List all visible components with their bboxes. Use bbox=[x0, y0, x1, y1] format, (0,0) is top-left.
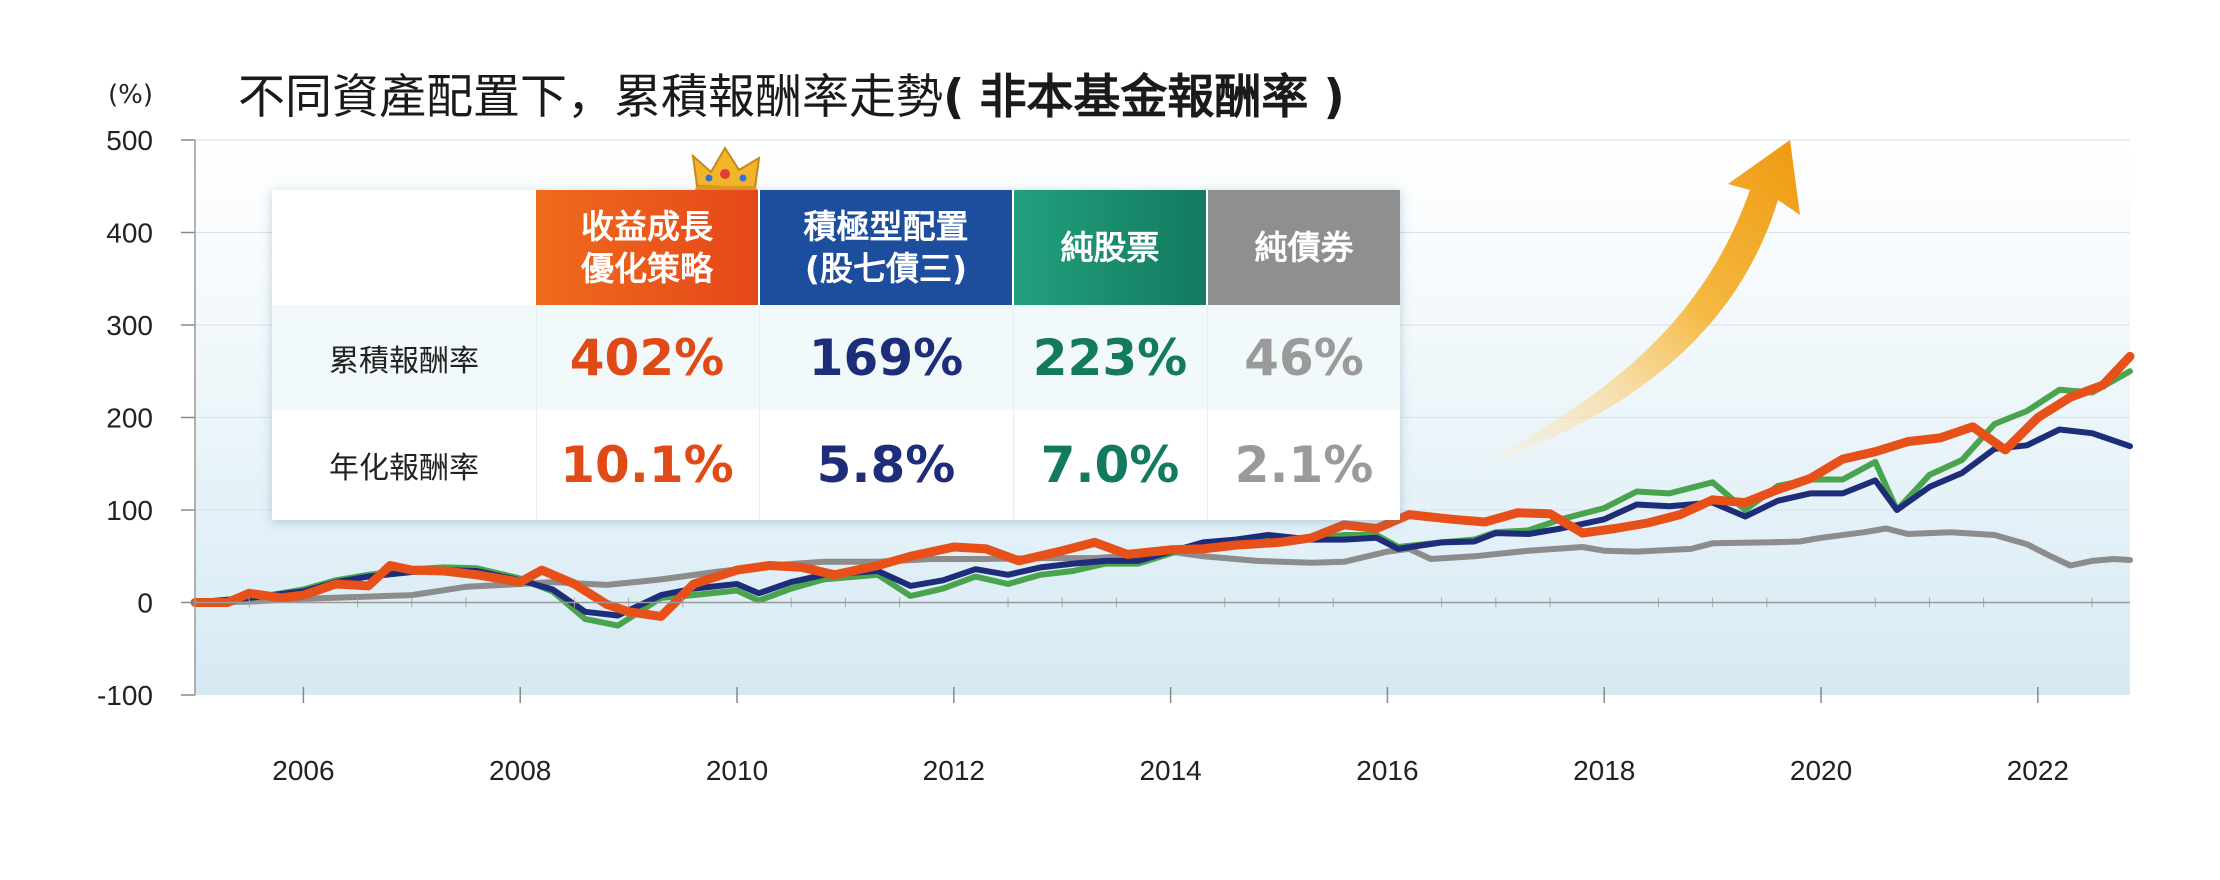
axes: 500 400 300 200 100 0 -100 2006 2008 2010 2012 2014… bbox=[97, 125, 2130, 786]
y-tick-label: 300 bbox=[106, 310, 153, 341]
x-tick-label: 2022 bbox=[2007, 755, 2069, 786]
series-lines bbox=[190, 351, 2135, 629]
value-annualized-bond: 2.1% bbox=[1234, 436, 1374, 494]
chart-title: 不同資產配置下，累積報酬率走勢( 非本基金報酬率 ) bbox=[238, 58, 1345, 127]
y-tick-label: -100 bbox=[97, 680, 153, 711]
value-annualized-income-growth: 10.1% bbox=[560, 436, 734, 494]
table-row-band-1 bbox=[272, 305, 1400, 410]
table-row-band-2 bbox=[272, 410, 1400, 520]
table-header-pure-bond: 純債券 bbox=[1208, 190, 1400, 305]
returns-summary-table: 收益成長 優化策略 積極型配置 (股七債三) 純股票 純債券 累積報酬率 年化報… bbox=[272, 190, 1400, 520]
x-tick-label: 2016 bbox=[1356, 755, 1418, 786]
y-tick-label: 500 bbox=[106, 125, 153, 156]
value-cumulative-equity: 223% bbox=[1032, 328, 1188, 387]
table-divider bbox=[759, 305, 760, 520]
x-tick-label: 2014 bbox=[1139, 755, 1201, 786]
value-cumulative-aggressive: 169% bbox=[808, 328, 964, 387]
x-tick-label: 2018 bbox=[1573, 755, 1635, 786]
x-tick-label: 2010 bbox=[706, 755, 768, 786]
table-header-aggressive-allocation: 積極型配置 (股七債三) bbox=[760, 190, 1012, 305]
growth-arrow bbox=[1470, 140, 1800, 470]
y-axis-unit: (%) bbox=[108, 80, 153, 110]
table-divider bbox=[536, 305, 537, 520]
row-label-annualized-return: 年化報酬率 bbox=[329, 451, 479, 486]
table-header-income-growth: 收益成長 優化策略 bbox=[536, 190, 758, 305]
x-tick-label: 2006 bbox=[272, 755, 334, 786]
x-tick-label: 2008 bbox=[489, 755, 551, 786]
x-tick-label: 2012 bbox=[923, 755, 985, 786]
y-tick-label: 100 bbox=[106, 495, 153, 526]
series-line-0 bbox=[192, 525, 2133, 606]
table-header-pure-equity: 純股票 bbox=[1014, 190, 1206, 305]
chart-title-main: 不同資產配置下，累積報酬率走勢 bbox=[238, 70, 943, 125]
y-tick-label: 200 bbox=[106, 403, 153, 434]
series-line-3 bbox=[190, 351, 2135, 621]
x-tick-label: 2020 bbox=[1790, 755, 1852, 786]
chart-title-paren-close: ) bbox=[1323, 70, 1345, 125]
value-annualized-equity: 7.0% bbox=[1040, 436, 1180, 494]
table-divider bbox=[1013, 305, 1014, 520]
chart-title-paren-open: ( bbox=[943, 70, 965, 125]
y-tick-label: 400 bbox=[106, 218, 153, 249]
table-divider bbox=[1207, 305, 1208, 520]
value-cumulative-bond: 46% bbox=[1244, 328, 1364, 387]
value-annualized-aggressive: 5.8% bbox=[816, 436, 956, 494]
row-label-cumulative-return: 累積報酬率 bbox=[329, 343, 479, 379]
series-line-2 bbox=[192, 426, 2133, 619]
y-tick-label: 0 bbox=[137, 588, 153, 619]
value-cumulative-income-growth: 402% bbox=[569, 328, 725, 387]
chart-title-bold: 非本基金報酬率 bbox=[979, 70, 1309, 125]
